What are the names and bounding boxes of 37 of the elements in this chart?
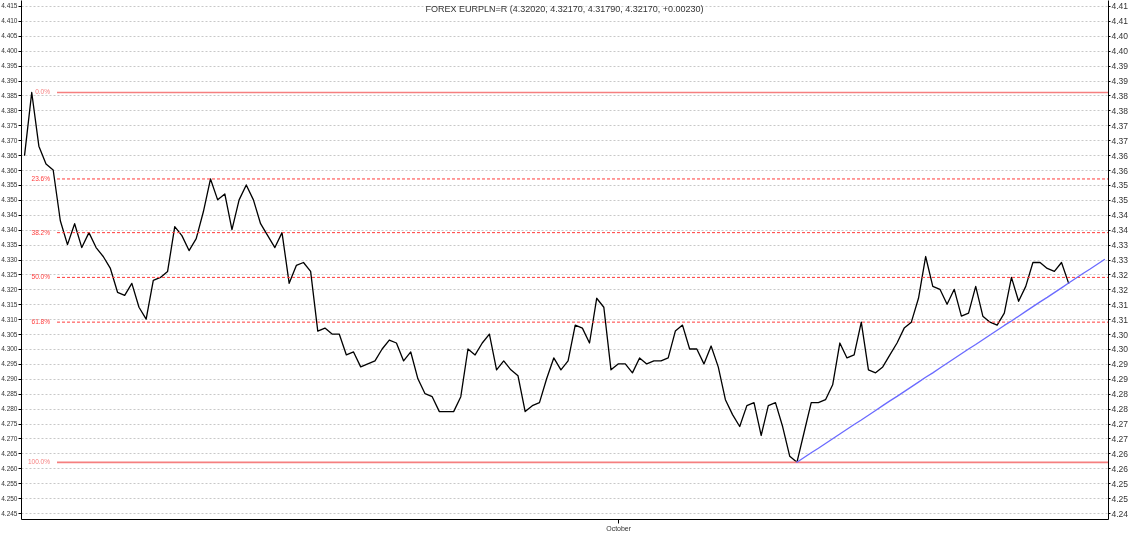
y2-tick-label: 4.29	[1111, 374, 1129, 385]
y2-tick-label: 4.31	[1111, 314, 1129, 325]
y2-tick-label: 4.35	[1111, 180, 1129, 191]
y2-tick-label: 4.37	[1111, 135, 1129, 146]
y2-tick-label: 4.31	[1111, 299, 1129, 310]
y2-tick-label: 4.34	[1111, 225, 1129, 236]
y2-tick-label: 4.39	[1111, 61, 1129, 72]
y2-tick-label: 4.37	[1111, 120, 1129, 131]
y2-tick-label: 4.30	[1111, 329, 1129, 340]
y2-tick-label: 4.40	[1111, 46, 1129, 57]
y2-tick-label: 4.26	[1111, 463, 1129, 474]
y2-tick-label: 4.25	[1111, 493, 1129, 504]
y2-tick-label: 4.28	[1111, 404, 1129, 415]
y2-tick-label: 4.34	[1111, 210, 1129, 221]
y2-tick-label: 4.24	[1111, 508, 1129, 519]
y2-tick-label: 4.33	[1111, 255, 1129, 265]
y2-tick-label: 4.35	[1111, 195, 1129, 206]
y2-tick-label: 4.38	[1111, 105, 1129, 116]
y2-tick-label: 4.29	[1111, 359, 1129, 370]
y2-tick-label: 4.27	[1111, 433, 1129, 444]
y2-tick-label: 4.30	[1111, 344, 1129, 355]
y2-tick-label: 4.33	[1111, 240, 1129, 251]
y2-tick-label: 4.39	[1111, 76, 1129, 87]
line-series	[796, 258, 1106, 463]
y2-tick-label: 4.41	[1111, 16, 1129, 27]
y2-tick-label: 4.28	[1111, 389, 1129, 400]
y2-tick-label: 4.38	[1111, 90, 1129, 101]
y2-tick-label: 4.40	[1111, 31, 1129, 42]
y2-tick-label: 4.32	[1111, 269, 1129, 280]
y2-tick-label: 4.25	[1111, 478, 1129, 489]
y2-tick-label: 4.26	[1111, 448, 1129, 459]
chart-title: FOREX EURPLN=R (4.32020, 4.32170, 4.31790, 4.32170, +0.00230)	[425, 4, 704, 14]
y2-tick-label: 4.32	[1111, 284, 1129, 295]
y2-tick-label: 4.36	[1111, 150, 1129, 161]
y2-tick-label: 4.36	[1111, 165, 1129, 176]
y2-tick-label: 4.41	[1111, 1, 1129, 12]
y2-tick-label: 4.27	[1111, 419, 1129, 430]
